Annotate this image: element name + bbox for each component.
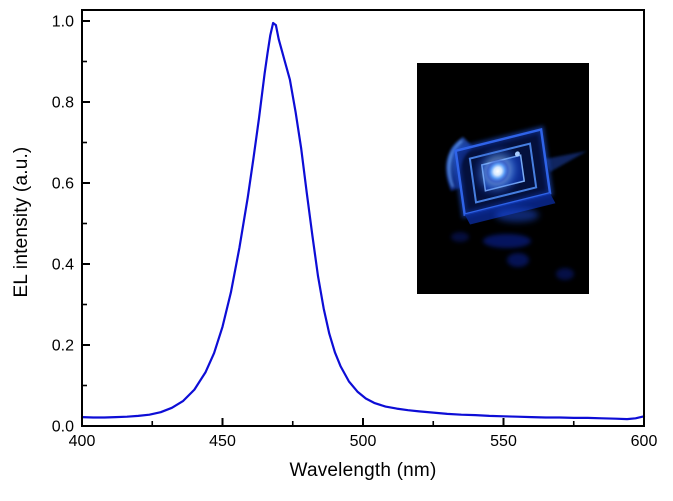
inset-device-photo: [417, 63, 589, 294]
emission-core: [484, 157, 511, 185]
y-tick-label-0.6: 0.6: [52, 176, 74, 193]
y-tick-label-0.4: 0.4: [52, 257, 74, 274]
y-axis-title: EL intensity (a.u.): [11, 146, 32, 298]
x-tick-label-600: 600: [631, 433, 658, 450]
y-tick-label-1.0: 1.0: [52, 14, 74, 31]
y-tick-label-0.2: 0.2: [52, 338, 74, 355]
x-axis-title: Wavelength (nm): [289, 460, 437, 481]
table-reflections: [451, 208, 574, 280]
el-spectrum-curve: [80, 21, 646, 421]
led-photo-art: [417, 63, 589, 294]
x-tick-label-500: 500: [350, 433, 377, 450]
x-tick-label-550: 550: [490, 433, 517, 450]
led-chip: [452, 125, 556, 226]
plot-frame: [81, 9, 645, 427]
probe-lead: [545, 151, 587, 172]
x-tick-label-450: 450: [209, 433, 236, 450]
x-tick-label-400: 400: [69, 433, 96, 450]
y-tick-label-0.8: 0.8: [52, 95, 74, 112]
contact-dot: [514, 151, 520, 157]
y-tick-label-0.0: 0.0: [52, 419, 74, 436]
